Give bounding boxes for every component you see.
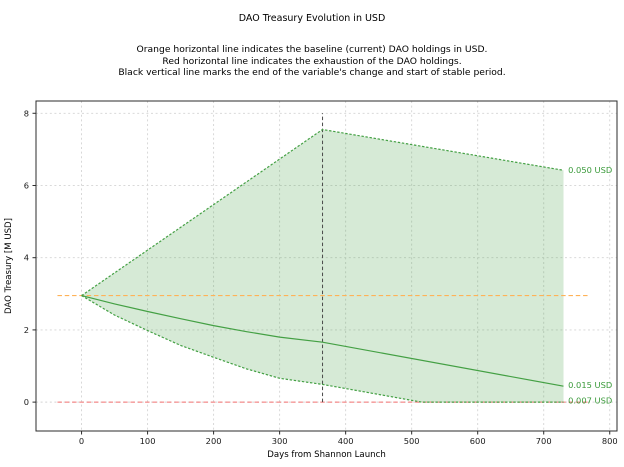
subtitle-line-exhaustion: Red horizontal line indicates the exhaus… <box>162 55 462 67</box>
x-tick-label: 300 <box>272 436 288 446</box>
x-tick-label: 100 <box>140 436 156 446</box>
scenario-band <box>81 129 564 403</box>
subtitle-line-baseline: Orange horizontal line indicates the bas… <box>136 44 488 55</box>
x-tick-label: 400 <box>338 436 354 446</box>
x-tick-label: 800 <box>602 436 618 446</box>
x-tick-label: 500 <box>404 436 420 446</box>
scenario-line-0-050-usd <box>81 128 564 297</box>
x-tick-label: 200 <box>206 436 222 446</box>
y-tick-label: 0 <box>24 397 29 407</box>
x-axis-label: Days from Shannon Launch <box>267 450 386 460</box>
x-tick-label: 0 <box>79 436 84 446</box>
scenario-line-0-007-usd <box>81 295 564 403</box>
y-tick-label: 2 <box>24 325 29 335</box>
axes-spines <box>35 100 618 432</box>
scenario-line-0-015-usd <box>81 295 564 387</box>
annotation-0-015-usd: 0.015 USD <box>568 380 612 390</box>
y-tick-label: 4 <box>24 253 29 263</box>
x-tick-label: 700 <box>536 436 552 446</box>
y-axis-label: DAO Treasury [M USD] <box>4 218 14 314</box>
annotation-0-050-usd: 0.050 USD <box>568 165 612 175</box>
x-tick-label: 600 <box>470 436 486 446</box>
y-tick-label: 8 <box>24 108 29 118</box>
chart-title: DAO Treasury Evolution in USD <box>238 13 386 24</box>
chart-subtitle: Orange horizontal line indicates the bas… <box>0 44 624 79</box>
annotation-0-007-usd: 0.007 USD <box>568 395 612 405</box>
y-tick-label: 6 <box>24 180 29 190</box>
subtitle-line-stable-period: Black vertical line marks the end of the… <box>118 67 506 79</box>
